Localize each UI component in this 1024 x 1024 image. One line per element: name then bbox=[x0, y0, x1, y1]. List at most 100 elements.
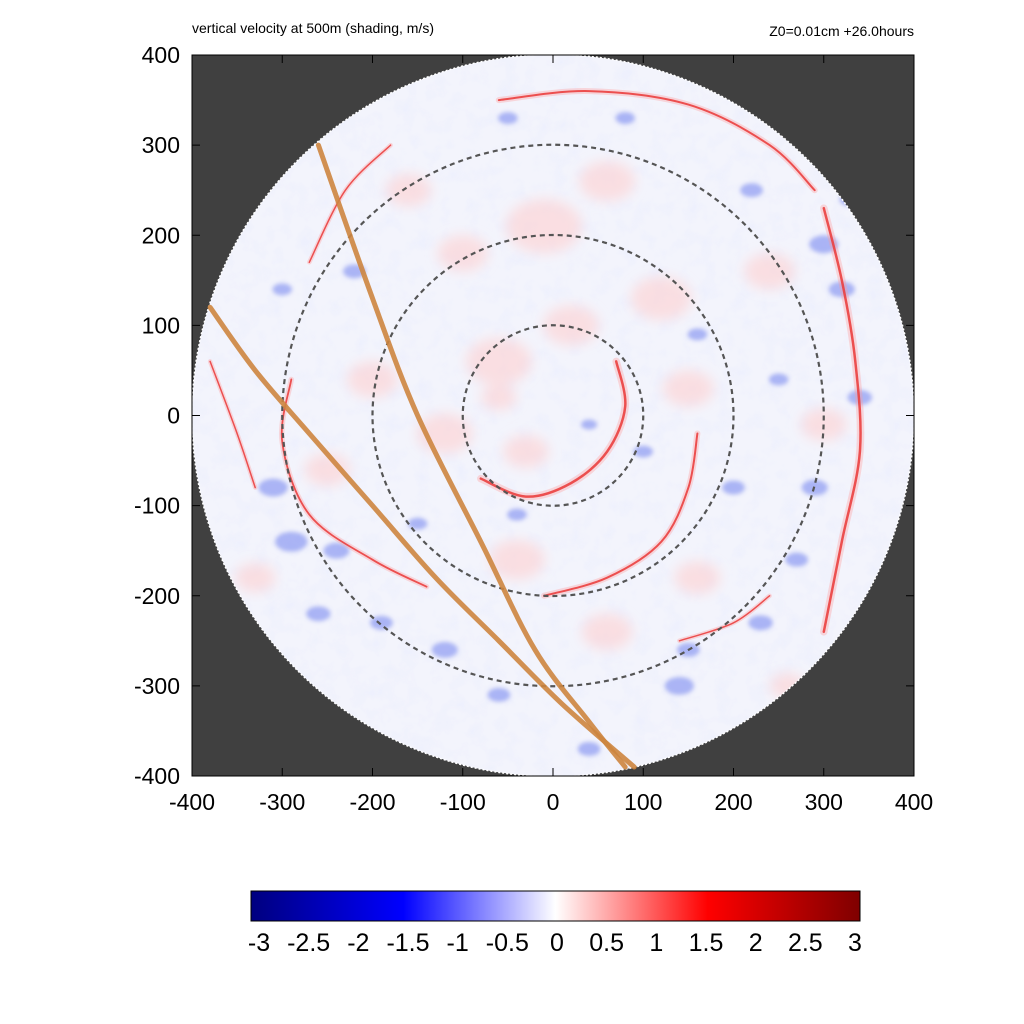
colorbar: -3 -2.5 -2 -1.5 -1 -0.5 0 0.5 1 1.5 2 2.5 3 bbox=[248, 890, 862, 957]
y-axis: -400 -300 -200 -100 0 100 200 300 400 bbox=[134, 42, 914, 789]
colorbar-tick-label: 2.5 bbox=[788, 929, 823, 957]
positive-velocity-area bbox=[347, 361, 398, 398]
x-tick-label: -100 bbox=[440, 789, 486, 815]
rainband-halo bbox=[820, 204, 865, 636]
positive-velocity-area bbox=[744, 253, 795, 290]
negative-velocity-patch bbox=[487, 687, 511, 702]
colorbar-tick-labels: -3 -2.5 -2 -1.5 -1 -0.5 0 0.5 1 1.5 2 2.5 3 bbox=[248, 929, 862, 957]
negative-velocity-patch bbox=[722, 480, 745, 495]
track-lines bbox=[207, 142, 637, 770]
positive-velocity-area bbox=[489, 539, 545, 580]
radius-ring bbox=[371, 233, 735, 598]
track-line bbox=[315, 142, 628, 770]
negative-velocity-patch bbox=[306, 606, 331, 622]
negative-velocity-patch bbox=[370, 615, 393, 630]
y-tick-label: 400 bbox=[142, 42, 180, 68]
negative-velocity-patch bbox=[740, 183, 763, 198]
positive-velocity-area bbox=[503, 435, 549, 468]
positive-velocity-area bbox=[581, 613, 633, 650]
x-tick-label: -300 bbox=[259, 789, 305, 815]
colorbar-tick-label: -1 bbox=[447, 929, 469, 957]
negative-velocity-patch bbox=[275, 531, 308, 552]
negative-velocity-patch bbox=[272, 283, 292, 296]
chart-title: vertical velocity at 500m (shading, m/s) bbox=[192, 20, 434, 36]
negative-velocity-patch bbox=[507, 508, 527, 521]
positive-velocity-area bbox=[437, 235, 489, 272]
velocity-speckle-texture bbox=[192, 55, 914, 776]
rainband-line bbox=[822, 206, 862, 634]
y-tick-label: 300 bbox=[142, 132, 180, 158]
negative-velocity-patch bbox=[828, 281, 855, 298]
positive-velocity-area bbox=[234, 563, 276, 593]
rainband-halo bbox=[279, 376, 430, 590]
radius-ring bbox=[281, 143, 825, 688]
positive-velocity-area bbox=[465, 337, 532, 385]
rainband-halo bbox=[207, 359, 258, 490]
positive-velocity-area bbox=[481, 384, 517, 411]
negative-velocity-patch bbox=[431, 641, 458, 658]
model-domain bbox=[192, 54, 914, 777]
positive-velocity-area bbox=[506, 199, 582, 254]
negative-velocity-patch bbox=[768, 373, 789, 386]
colorbar-tick-label: -2 bbox=[347, 929, 369, 957]
rainband-lines bbox=[207, 88, 865, 644]
positive-velocity-area bbox=[674, 561, 721, 594]
negative-velocity-patch bbox=[577, 742, 601, 756]
negative-velocity-patch bbox=[687, 328, 708, 341]
rainband-line bbox=[678, 595, 771, 642]
colorbar-tick-label: 2 bbox=[749, 929, 763, 957]
negative-velocity-patch bbox=[407, 517, 428, 530]
x-axis: -400 -300 -200 -100 0 100 200 300 400 bbox=[169, 55, 933, 815]
y-tick-label: -300 bbox=[134, 673, 180, 699]
negative-velocity-patch bbox=[633, 445, 653, 458]
y-tick-label: 200 bbox=[142, 222, 180, 248]
chart-subtitle: Z0=0.01cm +26.0hours bbox=[769, 23, 914, 39]
rainband-halo bbox=[495, 88, 818, 194]
radius-ring bbox=[461, 324, 645, 507]
negative-velocity-patch bbox=[498, 112, 518, 125]
colorbar-tick-label: 1.5 bbox=[689, 929, 724, 957]
y-tick-label: -400 bbox=[134, 763, 180, 789]
x-tick-label: -400 bbox=[169, 789, 215, 815]
x-tick-label: 300 bbox=[805, 789, 843, 815]
negative-velocity-patch bbox=[323, 542, 350, 559]
negative-velocity-patch bbox=[748, 615, 773, 631]
rainband-halo bbox=[541, 430, 701, 599]
colorbar-tick-label: -1.5 bbox=[386, 929, 429, 957]
colorbar-tick-label: -2.5 bbox=[287, 929, 330, 957]
rainband-line bbox=[308, 144, 392, 264]
rainband-halo bbox=[677, 593, 772, 644]
y-tick-label: 100 bbox=[142, 312, 180, 338]
y-tick-label: -200 bbox=[134, 583, 180, 609]
positive-velocity-area bbox=[663, 370, 714, 407]
positive-velocity-area bbox=[543, 305, 599, 346]
positive-velocity-area bbox=[579, 161, 635, 202]
track-line bbox=[207, 304, 637, 770]
negative-velocity-patch bbox=[580, 419, 598, 430]
rainband-line bbox=[209, 360, 256, 489]
colorbar-bar bbox=[250, 890, 861, 922]
colorbar-tick-label: 0.5 bbox=[589, 929, 624, 957]
positive-velocity-area bbox=[385, 173, 432, 207]
x-tick-label: 100 bbox=[624, 789, 662, 815]
rainband-line bbox=[497, 90, 816, 192]
y-tick-label: -100 bbox=[134, 493, 180, 519]
rainband-line bbox=[543, 432, 699, 597]
negative-velocity-patch bbox=[258, 478, 288, 497]
negative-velocity-patch bbox=[664, 676, 694, 695]
positive-velocity-area bbox=[630, 276, 692, 320]
rainband-line bbox=[280, 378, 428, 588]
x-tick-label: 200 bbox=[714, 789, 752, 815]
rainband-line bbox=[479, 360, 627, 498]
colorbar-tick-label: -3 bbox=[248, 929, 270, 957]
colorbar-tick-label: -0.5 bbox=[486, 929, 529, 957]
x-tick-label: 400 bbox=[895, 789, 933, 815]
y-tick-label: 0 bbox=[167, 403, 180, 429]
negative-velocity-patch bbox=[785, 552, 809, 567]
rainband-halo bbox=[477, 357, 630, 501]
colorbar-tick-label: 0 bbox=[550, 929, 564, 957]
x-tick-label: 0 bbox=[547, 789, 560, 815]
positive-velocity-area bbox=[304, 453, 351, 486]
negative-velocity-patches bbox=[258, 112, 873, 756]
